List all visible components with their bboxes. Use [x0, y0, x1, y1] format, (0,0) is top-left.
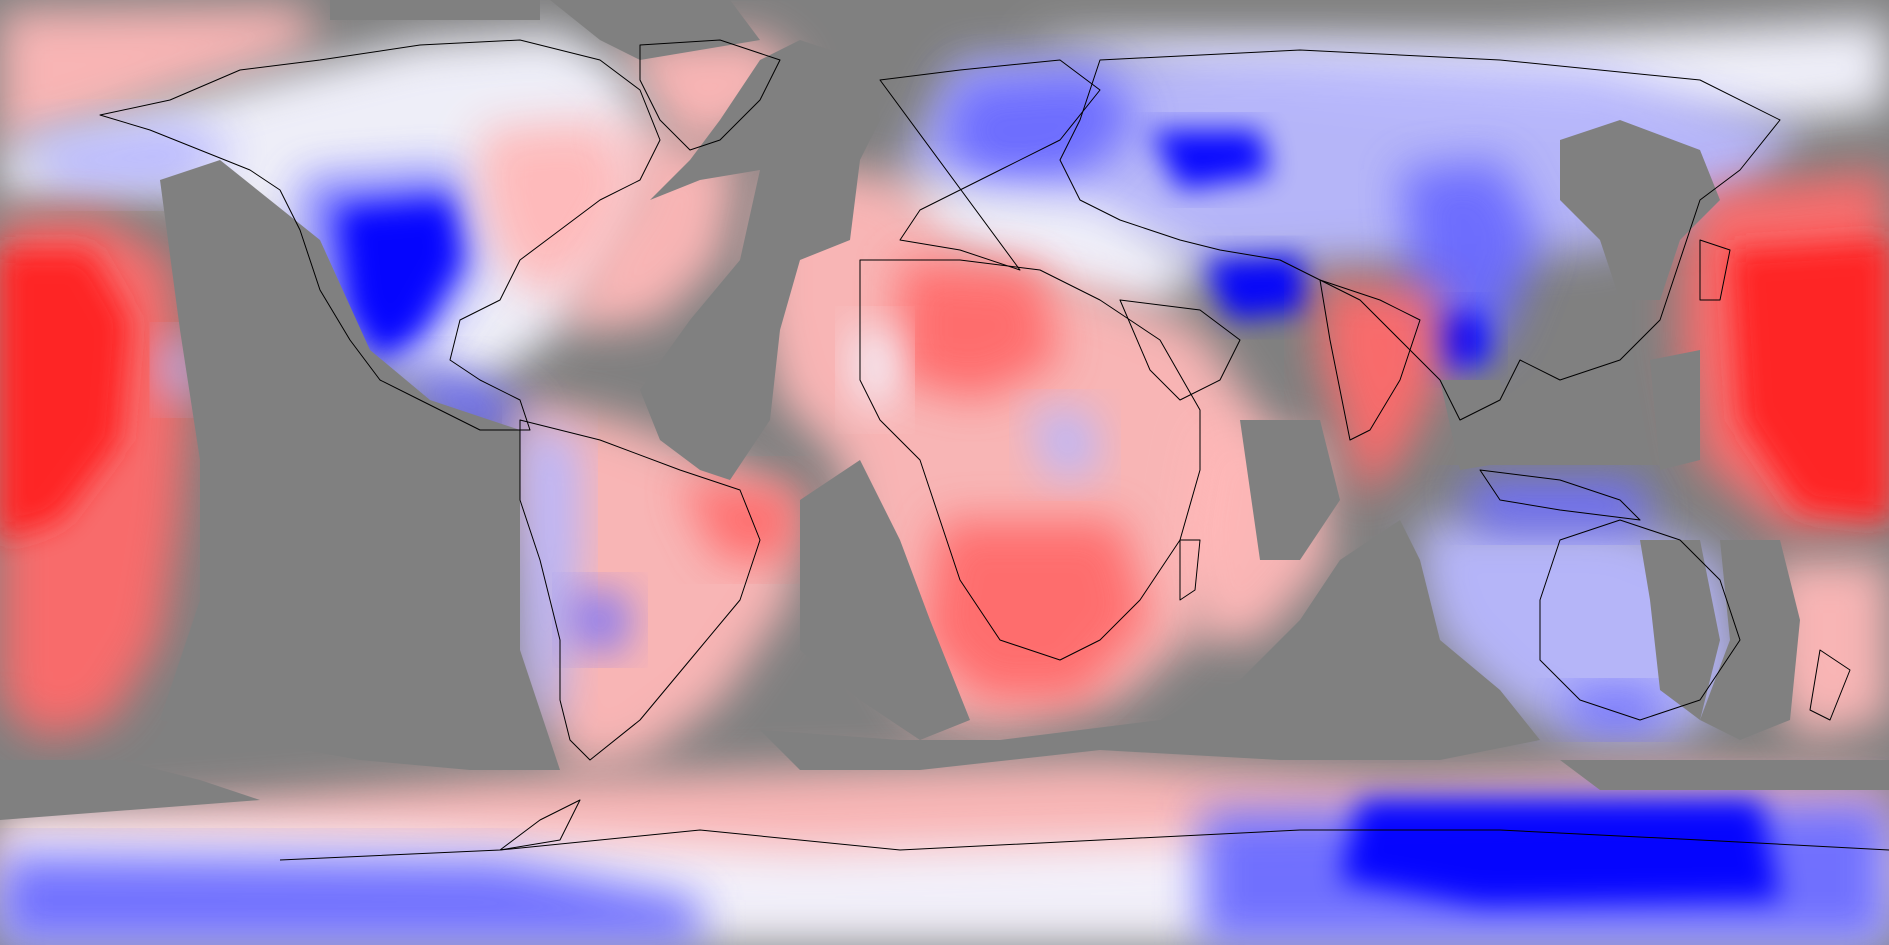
- coast-india: [1319, 279, 1421, 441]
- mask-arctic-north-pacific: [330, 0, 540, 20]
- coast-asia: [1059, 49, 1781, 421]
- field-africa-west-neutral: [850, 330, 900, 410]
- mask-east-pacific-south: [0, 760, 260, 820]
- coast-greenland: [639, 39, 781, 151]
- mask-south-pacific-east: [1700, 540, 1800, 740]
- field-na-west-strong: [340, 200, 460, 360]
- coast-africa: [859, 259, 1201, 661]
- coast-antarctic-peninsula: [499, 799, 581, 851]
- coast-japan: [1699, 239, 1731, 301]
- coast-arabia: [1119, 299, 1241, 401]
- field-africa-south-warm: [920, 520, 1150, 700]
- field-central-america-cool: [390, 360, 540, 440]
- mask-west-pacific-north: [1560, 120, 1720, 300]
- field-africa-central-cool: [1030, 410, 1100, 480]
- mask-south-atlantic: [800, 460, 970, 740]
- mask-japan-sea: [1650, 350, 1700, 470]
- field-india: [1320, 280, 1440, 500]
- coastlines: [99, 39, 1889, 861]
- no-data-mask: [0, 0, 1889, 820]
- field-antarctica-east-strong: [1340, 800, 1780, 905]
- mask-north-pacific-west: [160, 160, 560, 770]
- field-siberia-strong: [1150, 130, 1270, 190]
- field-west-pacific-strong: [1730, 240, 1889, 520]
- field-north-pacific-arctic: [0, 6, 320, 150]
- coast-indonesia: [1479, 469, 1641, 521]
- field-sa-patagonia-cool: [570, 590, 630, 650]
- field-se-asia-strong: [1430, 310, 1490, 370]
- coast-australia: [1539, 519, 1741, 721]
- field-central-asia-strong: [1200, 255, 1310, 320]
- mask-south-atlantic-lower: [760, 520, 1540, 770]
- field-antarctica-west-cool: [0, 855, 700, 945]
- coast-madagascar: [1179, 539, 1201, 601]
- field-mediterranean: [900, 180, 1200, 310]
- field-sa-east-warm: [680, 480, 800, 560]
- field-scandinavia-cool: [940, 70, 1140, 190]
- mask-mid-atlantic: [640, 40, 880, 480]
- field-new-zealand: [1770, 560, 1889, 740]
- mask-tasman: [1640, 540, 1720, 720]
- mask-east-indian-ocean: [1440, 380, 1520, 470]
- coast-south-america: [519, 419, 761, 761]
- field-africa-north-warm: [900, 260, 1060, 400]
- field-east-pacific-strong: [0, 250, 130, 540]
- coast-europe: [879, 59, 1101, 271]
- coast-new-zealand: [1809, 649, 1851, 721]
- mask-indian-ocean-central: [1240, 420, 1340, 560]
- mask-north-atlantic: [550, 0, 760, 60]
- field-sa-west-cool: [520, 420, 580, 740]
- field-indonesia-cool: [1460, 480, 1650, 530]
- coast-antarctica: [279, 829, 1889, 861]
- mask-southern-ocean-gap: [1560, 760, 1889, 790]
- coast-north-america: [99, 39, 661, 431]
